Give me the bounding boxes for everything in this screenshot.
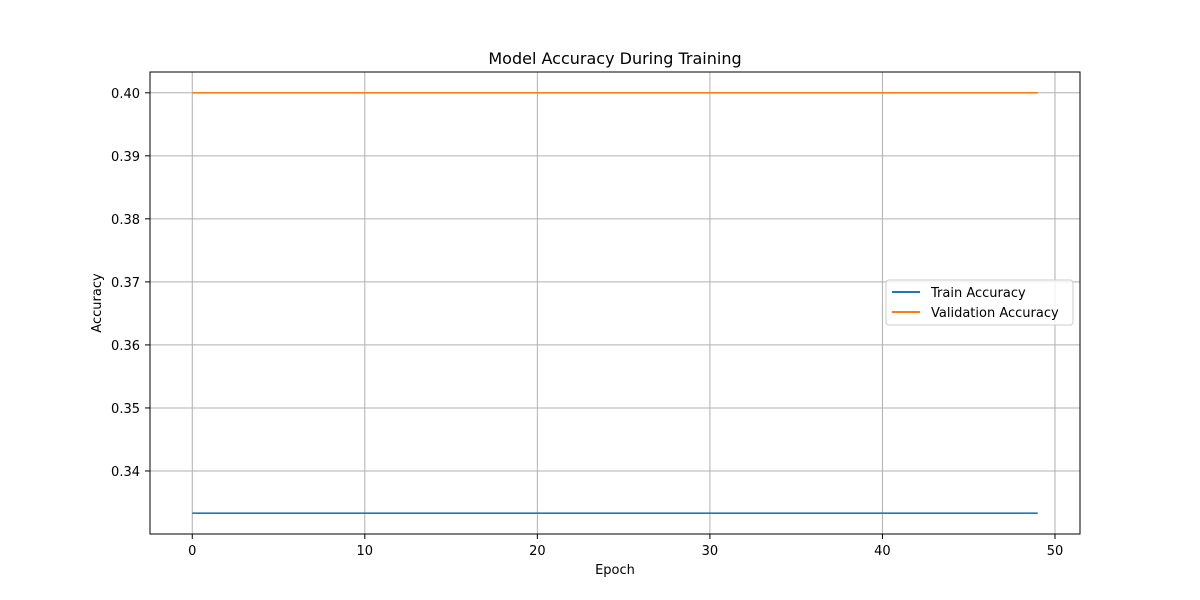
axis-ticks: 0 10 20 30 40 50 0.34 0.35 0.36 0.37 0.38 0.39 0.40 [111,87,1063,559]
y-tick-label: 0.38 [111,213,140,228]
legend-label-train-accuracy: Train Accuracy [930,286,1026,301]
y-tick-label: 0.34 [111,465,140,480]
series-lines [192,91,1038,515]
x-tick-label: 40 [874,544,891,559]
y-tick-label: 0.40 [111,87,140,102]
x-axis-label: Epoch [595,563,635,578]
chart-title: Model Accuracy During Training [488,49,741,68]
y-tick-label: 0.36 [111,339,140,354]
y-axis-label: Accuracy [90,273,105,333]
x-tick-label: 30 [702,544,719,559]
x-tick-label: 10 [357,544,374,559]
x-tick-label: 20 [529,544,546,559]
x-tick-label: 0 [188,544,196,559]
legend: Train Accuracy Validation Accuracy [885,279,1074,326]
legend-box [885,279,1074,326]
x-tick-label: 50 [1047,544,1064,559]
y-tick-label: 0.35 [111,402,140,417]
y-tick-label: 0.39 [111,150,140,165]
y-tick-label: 0.37 [111,276,140,291]
plot-area-frame [149,71,1081,535]
legend-label-validation-accuracy: Validation Accuracy [931,306,1059,321]
